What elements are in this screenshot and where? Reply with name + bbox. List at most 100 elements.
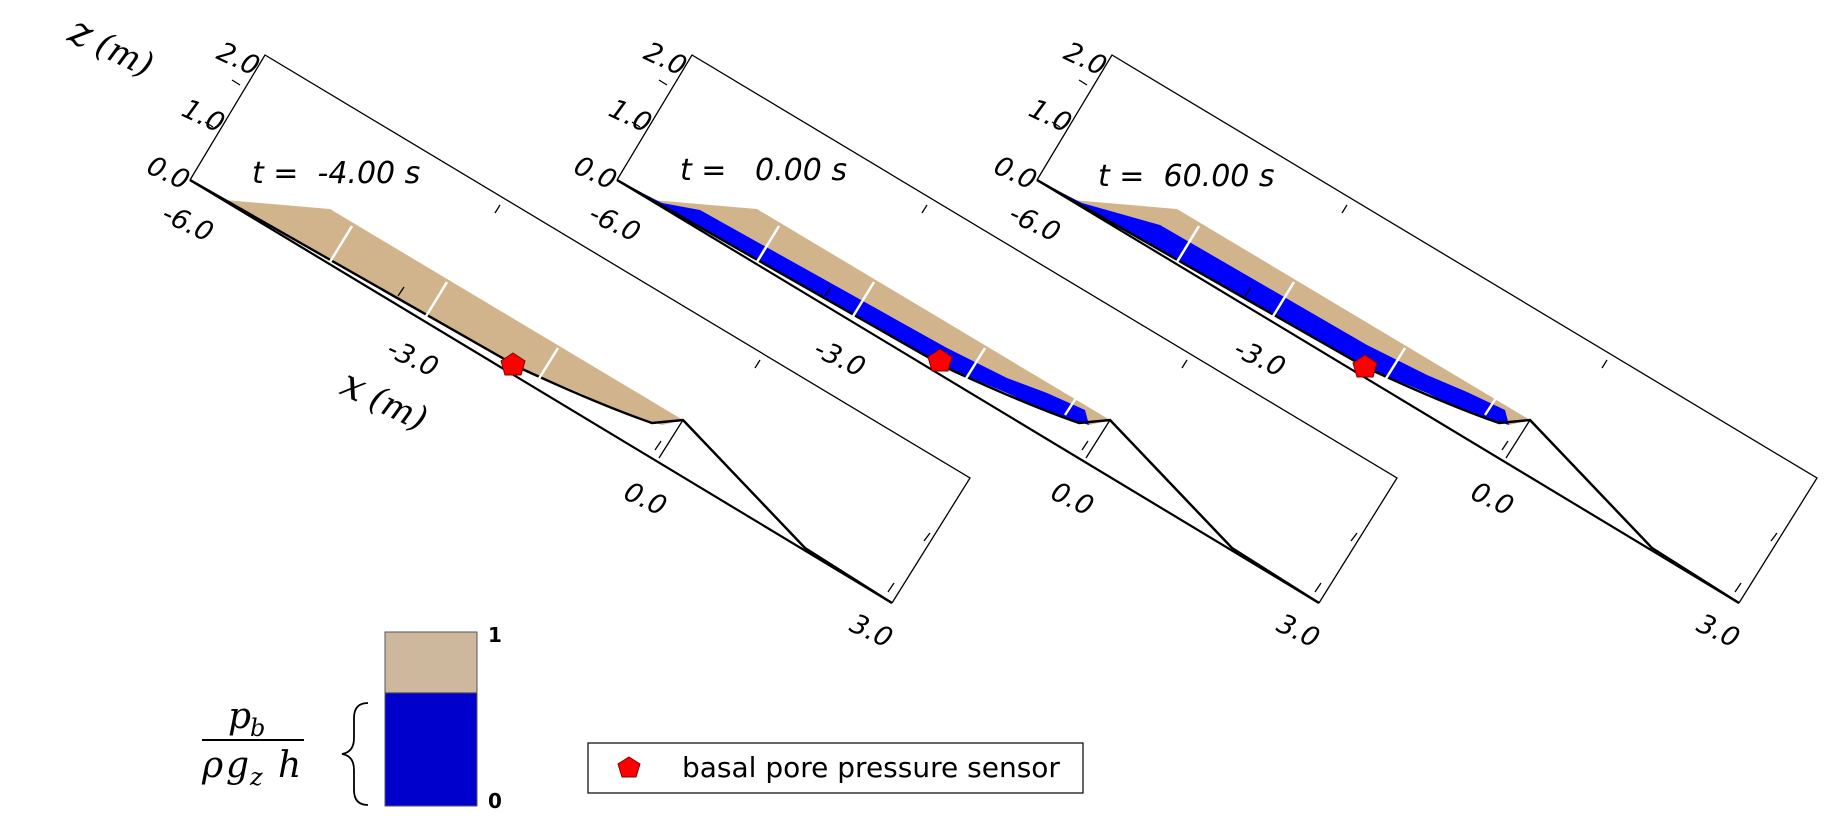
z-axis-title: z (m) [61, 7, 160, 86]
grid-line [533, 347, 560, 386]
flume-wall [1085, 419, 1111, 459]
bed-profile [1036, 178, 1740, 605]
y-depth-tick [923, 532, 931, 542]
grid-line [1483, 391, 1502, 416]
pressure-sensor-marker [500, 352, 526, 376]
pressure-ratio-label: p b ρ g z h [201, 696, 304, 791]
denominator-h: h [278, 745, 301, 786]
denominator-g: g [226, 745, 249, 786]
pressure-sensor-marker [927, 348, 953, 372]
x-tick-label: -3.0 [809, 333, 870, 383]
x-tick-label: -3.0 [382, 333, 443, 383]
z-tick-label: 2.0 [1059, 36, 1111, 82]
grid-line [328, 225, 354, 263]
x-axis [189, 179, 893, 604]
x-tick-label: 0.0 [619, 476, 671, 522]
flume-wall [658, 419, 684, 459]
x-tick-label: -6.0 [157, 198, 218, 248]
box-outline [616, 54, 1398, 604]
denominator-g-subscript: z [249, 763, 263, 791]
gate-line [682, 419, 806, 549]
grid-line [960, 347, 987, 386]
time-label: t = 60.00 s [1098, 159, 1275, 194]
x-tick-label: 0.0 [1046, 476, 1098, 522]
x-tick [1081, 440, 1089, 451]
z-tick-label: 1.0 [177, 93, 229, 139]
denominator-rho: ρ [201, 745, 223, 786]
colorbar-saturated-swatch [384, 692, 478, 807]
legend: basal pore pressure sensor [587, 742, 1084, 794]
panel-t-minus-4: 0.0 1.0 2.0 -6.0 -3.0 0.0 3.0 t = -4.00 … [142, 36, 971, 654]
x-tick [397, 286, 405, 297]
grid-line [755, 225, 781, 263]
x-tick-label: 0.0 [1466, 476, 1518, 522]
colorbar-min-label: 0 [488, 789, 502, 813]
grid-line [850, 281, 876, 319]
grid-line [1380, 347, 1407, 386]
legend-sensor-marker [617, 756, 641, 778]
grid-line [1175, 225, 1201, 263]
z-tick-label: 0.0 [142, 150, 194, 196]
numerator-subscript: b [250, 714, 265, 742]
z-tick [1078, 79, 1088, 86]
y-depth-tick [1341, 204, 1348, 214]
z-tick [1051, 121, 1061, 128]
panel-t-60: 0.0 1.0 2.0 -6.0 -3.0 0.0 3.0 t = 60.00 … [989, 36, 1818, 654]
y-depth-tick [754, 359, 761, 369]
x-tick [654, 440, 662, 451]
z-tick-label: 1.0 [1024, 93, 1076, 139]
y-depth-tick [1181, 359, 1188, 369]
panel-t-0: 0.0 1.0 2.0 -6.0 -3.0 0.0 3.0 t = 0.00 s [569, 36, 1398, 654]
box-outline [1036, 54, 1818, 604]
grid-line [1063, 391, 1082, 416]
time-label: t = -4.00 s [252, 156, 420, 191]
x-tick [1244, 286, 1252, 297]
z-tick-label: 0.0 [989, 150, 1041, 196]
x-tick-label: -6.0 [1004, 198, 1065, 248]
pressure-sensor-marker [1352, 354, 1378, 378]
z-tick-label: 1.0 [604, 93, 656, 139]
z-tick [658, 79, 668, 86]
colorbar-sediment-swatch [384, 631, 478, 694]
y-depth-tick [1770, 532, 1778, 542]
y-depth-tick [1601, 359, 1608, 369]
x-tick [887, 582, 895, 593]
sediment-body [190, 180, 683, 425]
x-tick [824, 286, 832, 297]
bed-profile [616, 178, 1320, 605]
z-tick [631, 121, 641, 128]
z-tick-label: 2.0 [639, 36, 691, 82]
legend-box [587, 742, 1084, 794]
grid-line [1270, 281, 1296, 319]
z-tick-label: 2.0 [212, 36, 264, 82]
bed-profile [189, 178, 893, 605]
x-tick-label: 3.0 [1272, 608, 1324, 654]
gate-line [1529, 419, 1653, 549]
x-tick [1734, 582, 1742, 593]
x-axis [616, 179, 1320, 604]
box-outline [189, 54, 971, 604]
z-tick [204, 121, 214, 128]
y-depth-tick [921, 204, 928, 214]
z-tick [231, 79, 241, 86]
legend-sensor-label: basal pore pressure sensor [682, 751, 1060, 784]
grid-line [423, 281, 449, 319]
colorbar: 1 0 [341, 623, 502, 813]
x-tick-label: -3.0 [1229, 333, 1290, 383]
y-depth-tick [494, 204, 501, 214]
z-axis-unit: (m) [89, 25, 159, 86]
x-axis [1036, 179, 1740, 604]
x-tick [1501, 440, 1509, 451]
x-tick-label: 3.0 [1692, 608, 1744, 654]
x-tick-label: -6.0 [584, 198, 645, 248]
numerator: p [228, 696, 251, 737]
x-tick [1314, 582, 1322, 593]
gate-line [1109, 419, 1233, 549]
saturated-layer [617, 180, 1089, 425]
time-label: t = 0.00 s [680, 153, 847, 188]
y-depth-tick [1350, 532, 1358, 542]
x-axis-unit: (m) [363, 378, 433, 439]
brace [341, 702, 369, 806]
z-tick-label: 0.0 [569, 150, 621, 196]
